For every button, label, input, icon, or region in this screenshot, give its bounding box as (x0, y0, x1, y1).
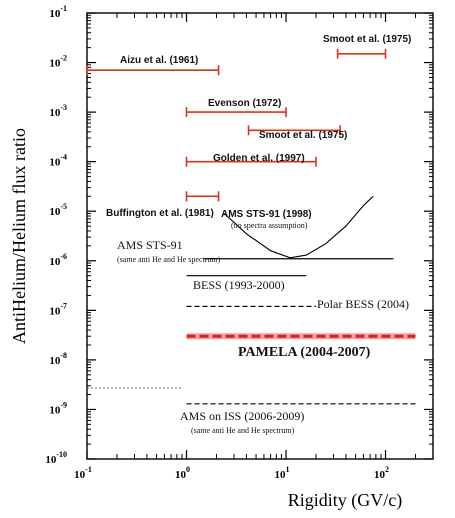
x-tick-label: 101 (275, 465, 290, 481)
label-bess-1993-2000: BESS (1993-2000) (193, 278, 285, 292)
y-tick-label: 10-2 (49, 54, 67, 70)
label-ams-sts91-curve-note: (no spectra assumption) (231, 221, 308, 230)
label-ams-sts91-flat: AMS STS-91 (117, 238, 183, 252)
x-tick-label: 100 (175, 465, 190, 481)
label-ams-sts91-curve: AMS STS-91 (1998) (221, 209, 312, 220)
label-polar-bess-2004: Polar BESS (2004) (317, 297, 409, 311)
label-buffington-1981: Buffington et al. (1981) (106, 208, 214, 219)
label-smoot-1975-b: Smoot et al. (1975) (259, 130, 347, 141)
x-tick-labels: 10-1 100 101 102 (74, 465, 389, 481)
label-ams-sts91-flat-note: (same anti He and He spectrum) (117, 255, 221, 264)
curve-ams-sts91-curve (223, 195, 374, 259)
y-tick-label: 10-6 (49, 252, 67, 268)
y-tick-label: 10-8 (49, 351, 67, 367)
label-smoot-1975-a: Smoot et al. (1975) (323, 34, 411, 45)
y-tick-label: 10-5 (49, 202, 67, 218)
limit-marks (86, 48, 416, 405)
label-golden-1997: Golden et al. (1997) (213, 153, 305, 164)
y-tick-label: 10-1 (49, 4, 67, 20)
y-tick-label: 10-4 (49, 153, 67, 169)
y-tick-label: 10-10 (45, 450, 67, 466)
axis-ticks (86, 12, 434, 460)
y-tick-label: 10-9 (49, 400, 67, 416)
x-tick-label: 10-1 (74, 465, 92, 481)
y-axis-title: AntiHelium/Helium flux ratio (9, 128, 29, 344)
label-pamela-2004-2007: PAMELA (2004-2007) (238, 345, 371, 360)
y-tick-label: 10-3 (49, 103, 67, 119)
x-axis-title: Rigidity (GV/c) (288, 490, 403, 511)
label-ams-iss-2006-2009-note: (same anti He and He spectrum) (191, 426, 295, 435)
y-tick-labels: 10-10 10-9 10-8 10-7 10-6 10-5 10-4 10-3 10-2 10-… (45, 4, 67, 466)
label-evenson-1972: Evenson (1972) (208, 98, 281, 109)
y-tick-label: 10-7 (49, 301, 67, 317)
x-tick-label: 102 (374, 465, 389, 481)
label-ams-iss-2006-2009: AMS on ISS (2006-2009) (180, 409, 304, 423)
plot-frame (86, 12, 434, 460)
label-aizu-1961: Aizu et al. (1961) (120, 55, 198, 66)
limit-labels: Smoot et al. (1975) Aizu et al. (1961) Eve… (106, 34, 411, 435)
